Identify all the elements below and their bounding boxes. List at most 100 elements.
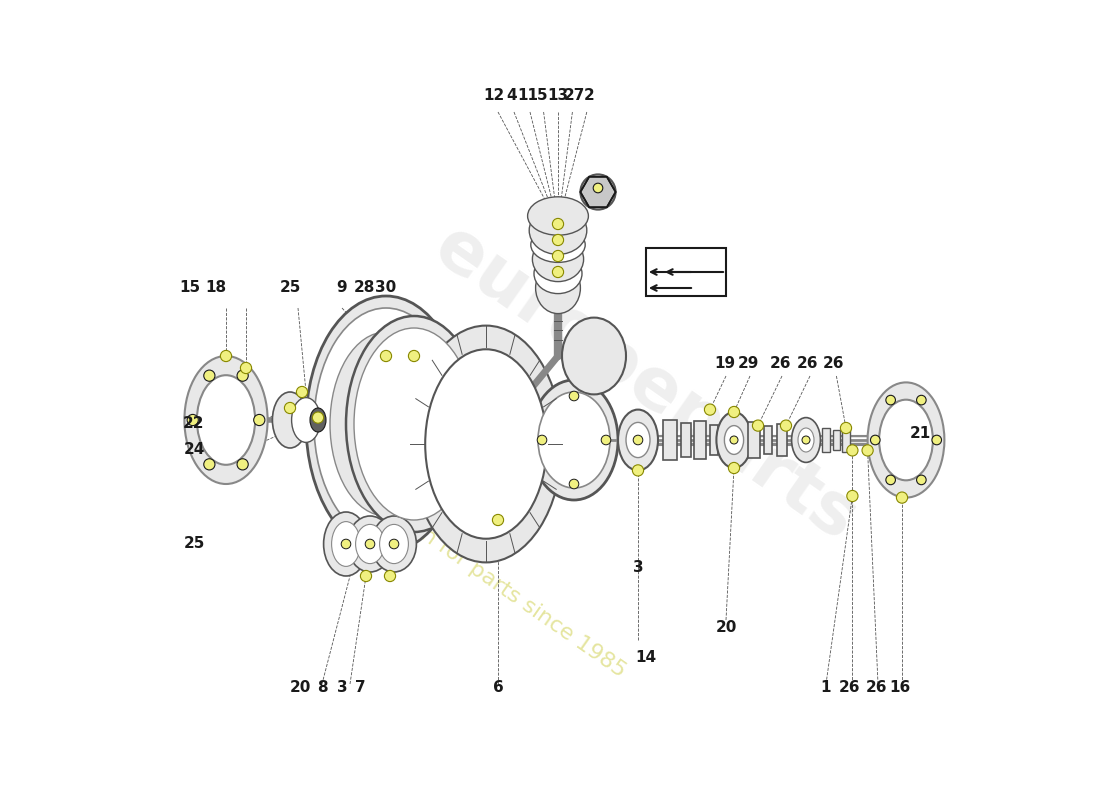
Ellipse shape: [792, 418, 821, 462]
Text: 29: 29: [738, 357, 759, 371]
Ellipse shape: [530, 380, 618, 500]
Text: 26: 26: [866, 681, 887, 695]
Circle shape: [236, 458, 249, 470]
Text: 20: 20: [289, 681, 311, 695]
Ellipse shape: [185, 356, 267, 484]
Text: a passion for parts since 1985: a passion for parts since 1985: [342, 471, 629, 681]
Text: 26: 26: [823, 357, 845, 371]
Text: 26: 26: [796, 357, 818, 371]
Ellipse shape: [292, 398, 320, 442]
FancyBboxPatch shape: [710, 425, 718, 455]
Circle shape: [493, 514, 504, 526]
Circle shape: [296, 386, 308, 398]
Text: 22: 22: [184, 417, 205, 431]
Circle shape: [780, 420, 792, 431]
Text: 7: 7: [355, 681, 365, 695]
FancyBboxPatch shape: [748, 422, 760, 458]
Circle shape: [361, 570, 372, 582]
Circle shape: [204, 458, 214, 470]
Ellipse shape: [330, 332, 442, 516]
Text: 2: 2: [584, 89, 595, 103]
Ellipse shape: [581, 174, 616, 210]
Text: 18: 18: [205, 281, 227, 295]
Circle shape: [241, 362, 252, 374]
Circle shape: [886, 475, 895, 485]
Circle shape: [552, 250, 563, 262]
Text: 3: 3: [337, 681, 348, 695]
Circle shape: [408, 350, 419, 362]
Circle shape: [236, 370, 249, 382]
Text: 26: 26: [770, 357, 791, 371]
Circle shape: [254, 414, 265, 426]
FancyBboxPatch shape: [694, 421, 706, 459]
Ellipse shape: [534, 254, 582, 294]
Circle shape: [384, 570, 396, 582]
Ellipse shape: [410, 326, 562, 562]
Circle shape: [802, 436, 810, 444]
Text: 6: 6: [493, 681, 504, 695]
Text: 5: 5: [537, 89, 548, 103]
Circle shape: [847, 490, 858, 502]
Circle shape: [341, 539, 351, 549]
Circle shape: [552, 234, 563, 246]
Circle shape: [389, 539, 399, 549]
Polygon shape: [581, 177, 616, 207]
Ellipse shape: [716, 412, 751, 468]
FancyBboxPatch shape: [842, 428, 850, 452]
Circle shape: [728, 462, 739, 474]
Circle shape: [537, 435, 547, 445]
FancyBboxPatch shape: [663, 420, 678, 460]
Circle shape: [632, 465, 644, 476]
Ellipse shape: [529, 206, 586, 254]
Text: 1: 1: [821, 681, 832, 695]
Text: 12: 12: [483, 89, 505, 103]
Ellipse shape: [538, 392, 610, 488]
FancyBboxPatch shape: [681, 423, 691, 457]
Bar: [646, 248, 726, 296]
FancyBboxPatch shape: [833, 430, 839, 450]
Circle shape: [220, 350, 232, 362]
FancyBboxPatch shape: [763, 426, 771, 454]
Ellipse shape: [355, 525, 384, 563]
Ellipse shape: [354, 328, 474, 520]
Text: 16: 16: [890, 681, 911, 695]
Circle shape: [728, 406, 739, 418]
Text: 26: 26: [839, 681, 860, 695]
Circle shape: [862, 445, 873, 456]
Ellipse shape: [306, 296, 466, 552]
Text: 19: 19: [714, 357, 735, 371]
Text: 11: 11: [517, 89, 538, 103]
Ellipse shape: [426, 350, 547, 538]
Text: 25: 25: [184, 537, 205, 551]
Circle shape: [312, 412, 323, 423]
Ellipse shape: [536, 262, 581, 314]
Ellipse shape: [273, 392, 308, 448]
Circle shape: [840, 422, 851, 434]
Text: 13: 13: [548, 89, 569, 103]
Circle shape: [204, 370, 214, 382]
Ellipse shape: [626, 422, 650, 458]
Ellipse shape: [532, 237, 584, 282]
Ellipse shape: [531, 227, 585, 262]
Text: 30: 30: [375, 281, 397, 295]
Ellipse shape: [798, 428, 814, 452]
Circle shape: [916, 475, 926, 485]
Circle shape: [730, 436, 738, 444]
Ellipse shape: [868, 382, 945, 498]
Circle shape: [932, 435, 942, 445]
Text: 20: 20: [715, 621, 737, 635]
Ellipse shape: [314, 308, 458, 540]
Ellipse shape: [331, 522, 361, 566]
Circle shape: [602, 435, 610, 445]
Circle shape: [569, 479, 579, 489]
Circle shape: [886, 395, 895, 405]
Circle shape: [187, 414, 198, 426]
FancyBboxPatch shape: [778, 424, 786, 456]
Circle shape: [365, 539, 375, 549]
Text: 3: 3: [632, 561, 644, 575]
Circle shape: [569, 391, 579, 401]
Text: 25: 25: [279, 281, 300, 295]
Ellipse shape: [725, 426, 744, 454]
Circle shape: [704, 404, 716, 415]
Text: 14: 14: [636, 650, 657, 665]
